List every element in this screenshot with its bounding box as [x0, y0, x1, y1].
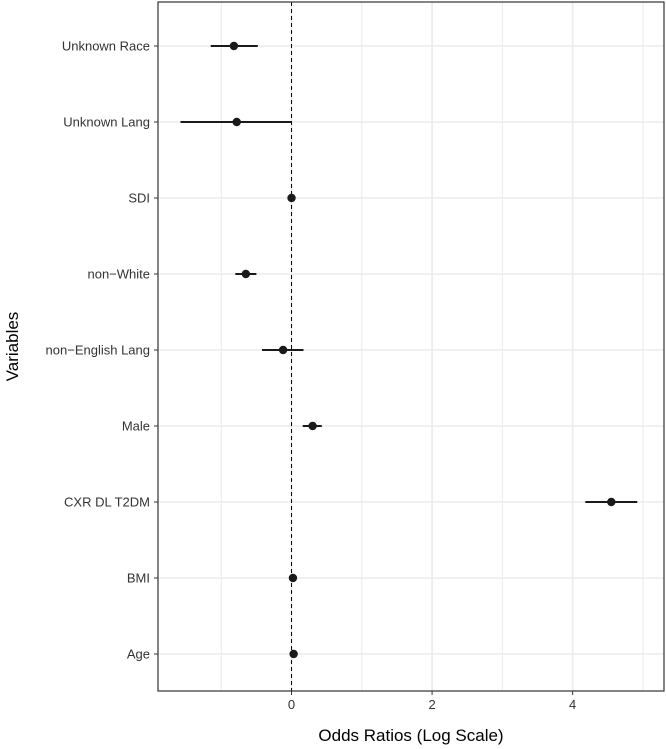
point-estimate [288, 573, 298, 583]
x-tick-label: 0 [288, 697, 295, 712]
y-tick-label: CXR DL T2DM [64, 495, 150, 510]
point-estimate [241, 269, 251, 279]
y-axis-title: Variables [3, 312, 22, 382]
x-tick-label: 4 [569, 697, 576, 712]
point-estimate [289, 649, 298, 659]
y-tick-label: Unknown Race [62, 39, 150, 54]
x-tick-label: 2 [428, 697, 435, 712]
axes: 0 2 4 Unknown Race Unknown Lang SDI non−White n… [46, 39, 577, 713]
y-tick-label: Age [127, 647, 150, 662]
point-estimate [308, 421, 317, 431]
point-estimate [229, 41, 239, 51]
point-estimate [278, 345, 288, 355]
point-estimate [287, 193, 296, 203]
x-axis-title: Odds Ratios (Log Scale) [318, 726, 503, 745]
y-tick-label: BMI [127, 571, 150, 586]
y-tick-label: SDI [128, 191, 150, 206]
point-estimate [232, 117, 241, 127]
y-tick-label: Unknown Lang [63, 115, 150, 130]
data-marks [180, 41, 638, 659]
point-estimate [607, 497, 616, 507]
y-tick-label: non−English Lang [46, 343, 150, 358]
y-tick-label: non−White [87, 267, 150, 282]
panel-border [157, 1, 665, 692]
y-tick-label: Male [122, 419, 150, 434]
